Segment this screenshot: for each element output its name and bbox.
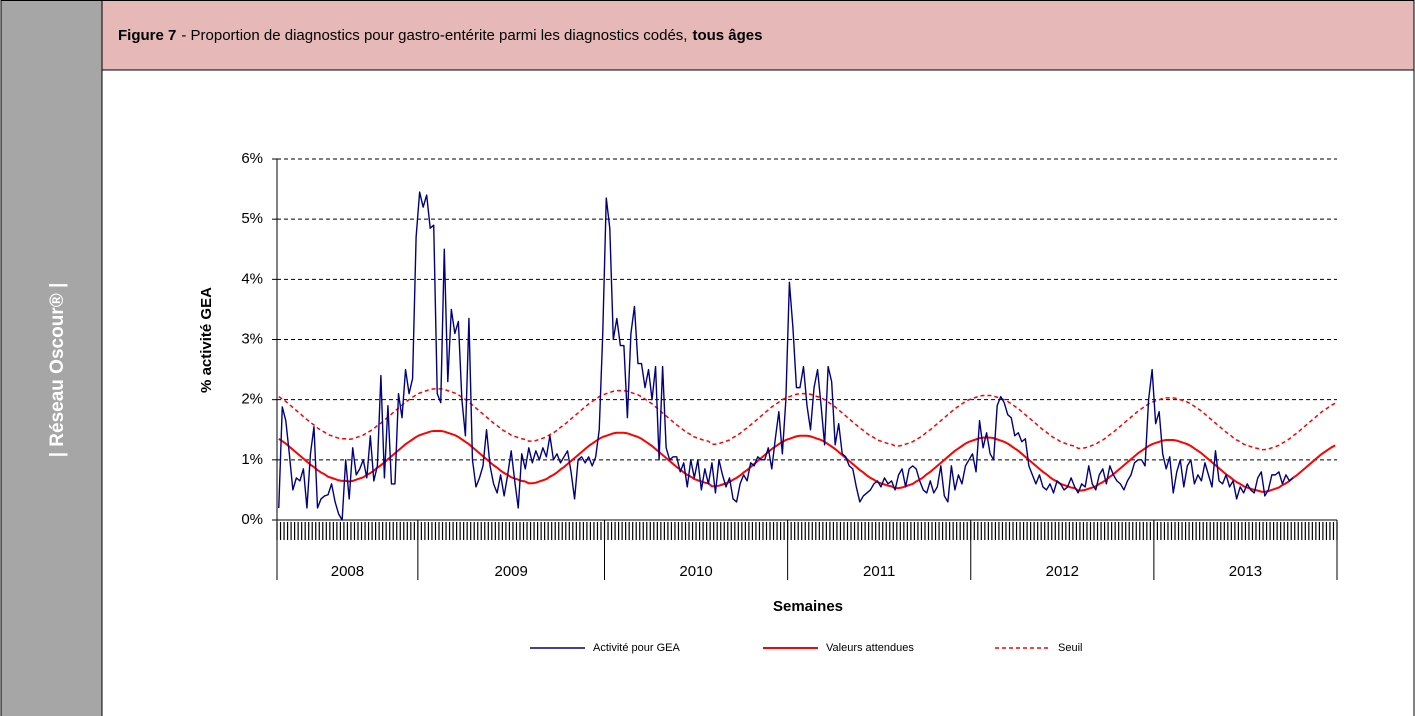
x-axis-title: Semaines [773, 598, 843, 615]
x-group-label: 2011 [863, 563, 895, 580]
y-tick-label: 1% [241, 451, 263, 468]
sidebar [1, 0, 102, 716]
figure-emphasis: tous âges [692, 27, 762, 44]
x-group-label: 2009 [494, 563, 527, 580]
y-tick-label: 5% [241, 210, 263, 227]
x-group-label: 2010 [679, 563, 712, 580]
x-group-label: 2012 [1046, 563, 1079, 580]
legend-label: Seuil [1058, 642, 1082, 654]
legend-label: Activité pour GEA [593, 642, 680, 654]
series-line [278, 191, 1294, 521]
y-axis-title: % activité GEA [198, 287, 215, 393]
header-band [102, 0, 1414, 70]
figure-text: - Proportion de diagnostics pour gastro-… [181, 27, 687, 44]
x-group-label: 2008 [331, 563, 364, 580]
x-group-label: 2013 [1229, 563, 1262, 580]
y-tick-label: 0% [241, 511, 263, 528]
figure-label: Figure 7 [118, 27, 176, 44]
legend-label: Valeurs attendues [826, 642, 914, 654]
y-tick-label: 3% [241, 330, 263, 347]
y-tick-label: 4% [241, 270, 263, 287]
y-tick-label: 2% [241, 391, 263, 408]
sidebar-label: | Réseau Oscour® | [47, 283, 68, 458]
y-tick-label: 6% [241, 150, 263, 167]
figure-title: Figure 7 - Proportion de diagnostics pour… [118, 27, 763, 44]
series-line [278, 429, 1336, 493]
series-line [278, 388, 1336, 451]
